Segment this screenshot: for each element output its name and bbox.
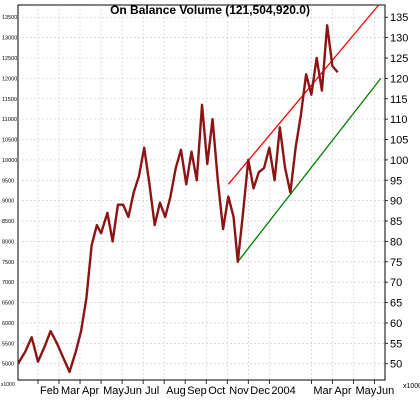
x-tick-label: Oct bbox=[208, 385, 225, 397]
right-tick-label: 55 bbox=[390, 338, 402, 350]
left-tick-label: 10000 bbox=[2, 158, 17, 164]
right-tick-label: 65 bbox=[390, 298, 402, 310]
left-tick-label: 11000 bbox=[2, 117, 17, 123]
right-tick-label: 125 bbox=[390, 53, 408, 65]
right-tick-label: 105 bbox=[390, 135, 408, 147]
left-tick-label: 6500 bbox=[2, 301, 14, 307]
x-tick-label: Feb bbox=[40, 385, 59, 397]
right-tick-label: 60 bbox=[390, 318, 402, 330]
left-tick-label: 7000 bbox=[2, 280, 14, 286]
left-tick-label: 13000 bbox=[2, 36, 17, 42]
right-tick-label: 110 bbox=[390, 114, 408, 126]
chart-title: On Balance Volume (121,504,920.0) bbox=[110, 3, 310, 17]
x-tick-label: Mar bbox=[313, 385, 332, 397]
right-tick-label: 130 bbox=[390, 33, 408, 45]
x-tick-label: Nov bbox=[229, 385, 249, 397]
right-tick-label: 95 bbox=[390, 175, 402, 187]
right-unit-label: x1000 bbox=[403, 383, 420, 390]
left-tick-label: 5000 bbox=[2, 362, 14, 368]
left-tick-label: 8000 bbox=[2, 239, 14, 245]
left-tick-label: 13500 bbox=[2, 15, 17, 21]
right-tick-label: 70 bbox=[390, 277, 402, 289]
x-tick-label: Sep bbox=[187, 385, 207, 397]
left-tick-label: 9500 bbox=[2, 178, 14, 184]
left-tick-label: 11500 bbox=[2, 97, 17, 103]
x-tick-label: May bbox=[103, 385, 124, 397]
right-tick-label: 100 bbox=[390, 155, 408, 167]
x-tick-label: Jul bbox=[145, 385, 159, 397]
x-tick-label: Dec bbox=[250, 385, 270, 397]
x-tick-label: 2004 bbox=[271, 385, 295, 397]
left-tick-label: 8500 bbox=[2, 219, 14, 225]
left-unit-label: x1000 bbox=[1, 382, 15, 388]
right-tick-label: 115 bbox=[390, 94, 408, 106]
right-tick-label: 80 bbox=[390, 236, 402, 248]
right-tick-label: 75 bbox=[390, 257, 402, 269]
left-tick-label: 7500 bbox=[2, 260, 14, 266]
x-tick-label: Jun bbox=[376, 385, 394, 397]
right-tick-label: 50 bbox=[390, 359, 402, 371]
right-tick-label: 85 bbox=[390, 216, 402, 228]
left-tick-label: 12000 bbox=[2, 76, 17, 82]
plot-frame bbox=[17, 4, 386, 381]
left-tick-label: 5500 bbox=[2, 341, 14, 347]
x-tick-label: May bbox=[355, 385, 376, 397]
right-tick-label: 120 bbox=[390, 73, 408, 85]
right-tick-label: 90 bbox=[390, 196, 402, 208]
left-tick-label: 12500 bbox=[2, 56, 17, 62]
left-tick-label: 9000 bbox=[2, 199, 14, 205]
left-tick-label: 6000 bbox=[2, 321, 14, 327]
x-tick-label: Jun bbox=[124, 385, 142, 397]
left-tick-label: 10500 bbox=[2, 138, 17, 144]
obv-series-line bbox=[16, 24, 339, 374]
x-tick-label: Aug bbox=[166, 385, 186, 397]
right-tick-label: 135 bbox=[390, 12, 408, 24]
lower-trendline bbox=[237, 77, 382, 263]
x-tick-label: Mar bbox=[61, 385, 80, 397]
x-tick-label: Apr bbox=[334, 385, 351, 397]
x-tick-label: Apr bbox=[82, 385, 99, 397]
